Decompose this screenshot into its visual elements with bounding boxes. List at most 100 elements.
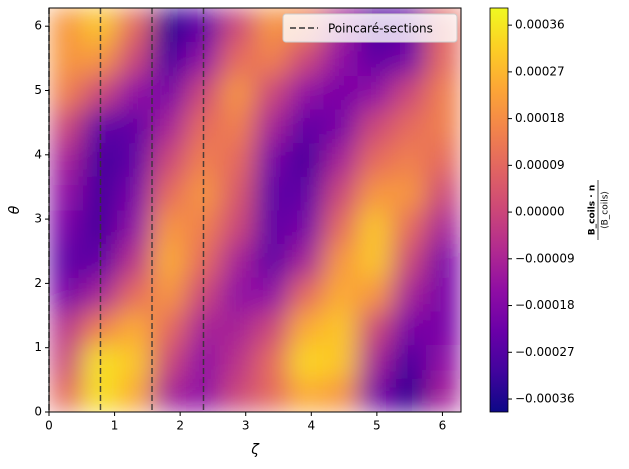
field-cell [288,276,325,312]
field-cell [117,209,153,245]
field-cell [357,142,393,177]
field-cell [288,41,325,76]
field-cell [357,276,393,312]
y-tick-label: 2 [34,276,42,290]
x-tick-label: 6 [439,419,447,433]
field-cell [357,344,393,379]
field-cell [117,41,153,76]
field-cell [151,41,187,76]
field-cell [49,377,84,412]
field-cell [49,108,84,144]
field-cell [220,41,256,76]
plot-frame [48,7,462,413]
legend-label: Poincaré-sections [328,22,433,36]
x-tick-label: 2 [176,419,184,433]
field-cell [254,243,290,278]
y-tick-label: 0 [34,405,42,419]
field-cell [49,310,84,346]
colorbar-tick-label: 0.00027 [515,64,565,78]
field-cell [220,310,256,346]
field-cell [391,41,428,76]
y-label: θ [7,205,23,214]
field-cell [220,344,256,379]
field-cell [357,74,393,110]
y-tick-label: 3 [34,212,42,226]
field-cell [357,175,393,211]
field-cell [220,108,256,144]
field-cell [49,41,84,76]
field-cell [323,108,359,144]
field-cell [117,175,153,211]
x-label: ζ [250,442,260,458]
field-cell [117,243,153,278]
field-cell [323,175,359,211]
x-tick-label: 0 [45,419,53,433]
colorbar-tick-label: 0.00018 [515,111,565,125]
field-cell [323,142,359,177]
field-cell [391,74,428,110]
field-cell [117,142,153,177]
field-cell [323,310,359,346]
field-cell [220,276,256,312]
field-cell [288,243,325,278]
y-tick-label: 1 [34,340,42,354]
field-cell [220,175,256,211]
field-cell [49,276,84,312]
x-tick-label: 3 [242,419,250,433]
colorbar-tick-label: −0.00036 [515,392,575,406]
field-cell [254,276,290,312]
field-cell [426,108,461,144]
x-tick-label: 1 [111,419,119,433]
field-cell [323,41,359,76]
field-cell [357,41,393,76]
field-cell [151,142,187,177]
field-cell [49,209,84,245]
field-cell [151,276,187,312]
colorbar [489,7,509,413]
field-cell [426,41,461,76]
y-tick-label: 6 [34,19,42,33]
colorbar-tick-label: 0.00000 [515,205,565,219]
field-cell [391,310,428,346]
field-cell [288,142,325,177]
field-cell [220,243,256,278]
field-cell [151,108,187,144]
field-cell [426,142,461,177]
colorbar-tick-label: −0.00009 [515,251,575,265]
field-cell [220,74,256,110]
field-cell [254,377,290,412]
field-cell [357,377,393,412]
field-cell [254,142,290,177]
field-cell [117,344,153,379]
field-cell [288,377,325,412]
field-cell [391,142,428,177]
legend-box [282,13,458,43]
colorbar-tick-label: −0.00027 [515,345,575,359]
field-cell [151,310,187,346]
field-cell [323,344,359,379]
field-cell [323,209,359,245]
field-cell [151,243,187,278]
colorbar-tick-label: 0.00036 [515,18,565,32]
colorbar-label-denominator: ⟨B_coils⟩ [601,191,611,229]
field-cell [254,41,290,76]
field-cell [323,74,359,110]
field-cell [49,142,84,177]
field-cell [323,276,359,312]
field-cell [391,377,428,412]
field-cell [49,243,84,278]
field-cell [254,344,290,379]
field-cell [288,310,325,346]
field-cell [254,175,290,211]
field-cell [151,377,187,412]
field-cell [49,74,84,110]
field-cell [49,8,84,43]
field-cell [151,209,187,245]
field-cell [357,310,393,346]
field-cell [254,108,290,144]
x-tick-label: 4 [307,419,315,433]
field-cell [151,175,187,211]
field-cell [151,8,187,43]
field-cell [357,209,393,245]
